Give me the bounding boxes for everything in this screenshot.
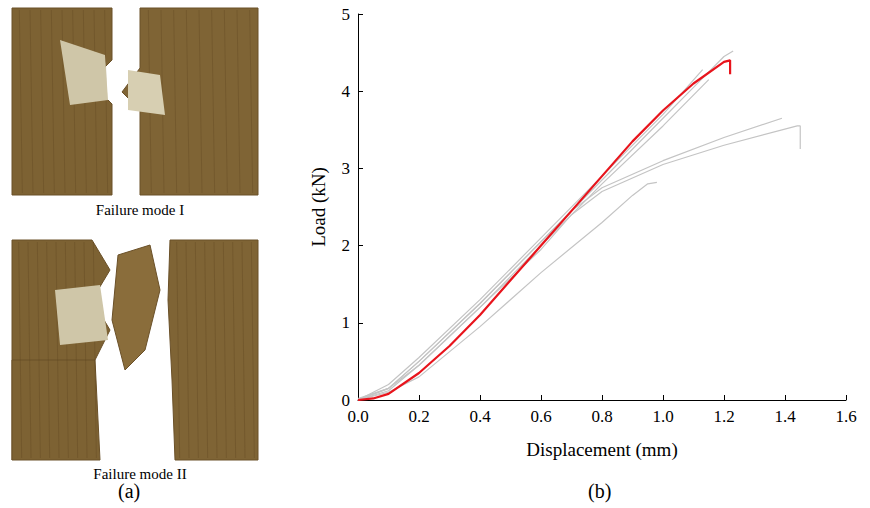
svg-text:0: 0: [341, 390, 350, 410]
html-text:Failure mode II: Failure mode II: [93, 466, 187, 482]
svg-text:0.2: 0.2: [408, 407, 429, 426]
svg-text:5: 5: [342, 5, 351, 24]
svg-text:1.6: 1.6: [835, 407, 856, 426]
svg-text:1.2: 1.2: [713, 407, 734, 426]
svg-text:0.4: 0.4: [469, 407, 491, 426]
svg-text:Load (kN): Load (kN): [308, 167, 330, 247]
svg-text:1.4: 1.4: [774, 407, 796, 426]
svg-text:4: 4: [342, 82, 351, 101]
svg-text:2: 2: [342, 236, 351, 255]
svg-text:1.0: 1.0: [652, 407, 673, 426]
svg-text:Displacement (mm): Displacement (mm): [526, 439, 677, 461]
svg-text:0.8: 0.8: [591, 407, 612, 426]
html-text:(b): (b): [588, 480, 612, 502]
html-text:(a): (a): [118, 480, 141, 502]
svg-text:3: 3: [342, 159, 351, 178]
svg-text:0.0: 0.0: [347, 407, 368, 426]
svg-text:0.6: 0.6: [530, 407, 551, 426]
html-text:Failure mode I: Failure mode I: [95, 202, 185, 218]
svg-text:1: 1: [342, 313, 351, 332]
